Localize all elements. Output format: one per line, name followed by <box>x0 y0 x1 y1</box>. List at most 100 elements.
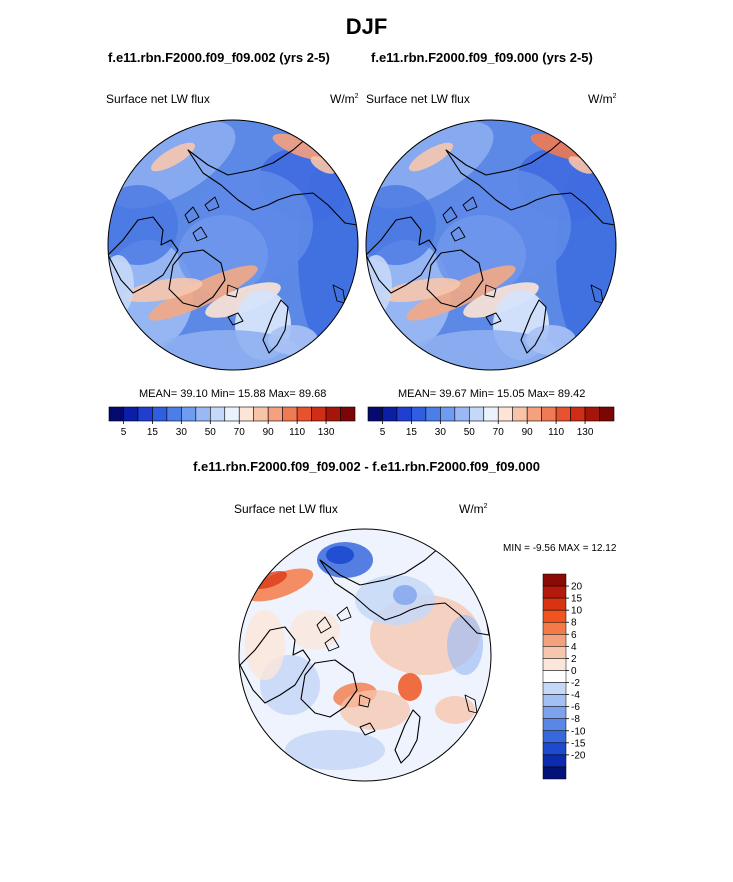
colorbar-swatch <box>166 406 182 422</box>
colorbar-tick-label: 110 <box>289 427 305 438</box>
colorbar-swatch <box>396 406 412 422</box>
colorbar-swatch <box>542 730 567 744</box>
north-america-coastline <box>366 216 437 294</box>
field-region <box>568 156 594 174</box>
colorbar-tick-label: -6 <box>571 702 580 713</box>
colorbar-swatch <box>542 573 567 587</box>
north-america-coastline <box>108 216 179 294</box>
map-boundary <box>238 528 492 782</box>
colorbar-tick-label: -2 <box>571 678 580 689</box>
panel2-case-title: f.e11.rbn.F2000.f09_f09.000 (yrs 2-5) <box>371 50 593 65</box>
colorbar-panel-2: 5 15 30 50 70 90 110 130 <box>367 406 615 438</box>
scandinavia-coastline <box>520 299 547 354</box>
panel3-minmax: MIN = -9.56 MAX = 12.12 <box>503 543 617 554</box>
map-panel-1 <box>107 119 359 371</box>
island-coastline <box>324 636 340 652</box>
colorbar-swatch <box>570 406 586 422</box>
field-region <box>290 610 340 650</box>
colorbar-swatch <box>542 609 567 623</box>
colorbar-tick-label: 2 <box>571 654 577 665</box>
colorbar-swatch <box>267 406 283 422</box>
field-region <box>381 277 461 303</box>
colorbar-tick-label: -20 <box>571 750 586 761</box>
iceland-coastline <box>359 722 376 736</box>
colorbar-tick-label: 15 <box>406 427 418 438</box>
island-coastline <box>442 206 458 224</box>
field-region <box>326 546 354 564</box>
colorbar-swatch <box>282 406 298 422</box>
panel2-units-label: W/m2 <box>588 92 617 106</box>
colorbar-swatch <box>224 406 240 422</box>
colorbar-tick-label: 30 <box>435 427 447 438</box>
colorbar-swatch <box>454 406 470 422</box>
field-region <box>447 615 483 675</box>
colorbar-tick-label: 10 <box>571 606 583 617</box>
colorbar-swatch <box>152 406 168 422</box>
colorbar-tick-label: 15 <box>571 594 583 605</box>
panel3-variable-label: Surface net LW flux <box>234 502 338 516</box>
figure-title: DJF <box>345 14 388 39</box>
field-region <box>340 690 410 730</box>
colorbar-tick-label: 6 <box>571 630 577 641</box>
field-region <box>268 325 318 355</box>
colorbar-swatch <box>311 406 327 422</box>
panel1-stats: MEAN= 39.10 Min= 15.88 Max= 89.68 <box>139 388 327 400</box>
colorbar-swatch <box>382 406 398 422</box>
island-coastline <box>462 196 478 212</box>
colorbar-tick-label: 130 <box>577 427 594 438</box>
colorbar-tick-label: 15 <box>147 427 159 438</box>
field-region <box>406 265 516 321</box>
colorbar-swatch <box>542 585 567 599</box>
panel1-case-title: f.e11.rbn.F2000.f09_f09.002 (yrs 2-5) <box>108 50 330 65</box>
colorbar-swatch <box>526 406 542 422</box>
island-coastline <box>184 206 200 224</box>
colorbar-swatch <box>542 597 567 611</box>
map-panel-2 <box>365 119 617 371</box>
field-region <box>272 133 330 161</box>
field-region <box>408 142 454 172</box>
colorbar-swatch <box>325 406 341 422</box>
colorbar-tick-label: 110 <box>548 427 564 438</box>
colorbar-swatch <box>599 406 615 422</box>
colorbar-swatch <box>296 406 312 422</box>
island-coastline <box>192 226 208 242</box>
colorbar-swatch <box>238 406 255 422</box>
panel1-variable-label: Surface net LW flux <box>106 92 210 106</box>
greenland-coastline <box>168 249 226 308</box>
panel3-units-label: W/m2 <box>459 502 488 516</box>
colorbar-swatch <box>542 766 567 780</box>
colorbar-tick-label: -4 <box>571 690 580 701</box>
colorbar-tick-label: 90 <box>522 427 534 438</box>
colorbar-swatch <box>440 406 456 422</box>
map-field <box>108 120 358 370</box>
colorbar-tick-label: 90 <box>263 427 275 438</box>
map-panel-3 <box>238 528 492 782</box>
field-region <box>150 142 196 172</box>
island-coastline <box>204 196 220 212</box>
colorbar-tick-label: 0 <box>571 666 577 677</box>
panel2-variable-label: Surface net LW flux <box>366 92 470 106</box>
colorbar-swatch <box>411 406 427 422</box>
colorbar-swatch <box>468 406 485 422</box>
colorbar-swatch <box>195 406 211 422</box>
island-coastline <box>450 226 466 242</box>
colorbar-swatch <box>542 742 567 756</box>
colorbar-swatch <box>367 406 383 422</box>
colorbar-swatch <box>542 646 567 659</box>
colorbar-tick-label: 5 <box>380 427 386 438</box>
field-region <box>435 696 475 724</box>
colorbar-swatch <box>497 406 514 422</box>
colorbar-swatch <box>542 694 567 707</box>
colorbar-swatch <box>181 406 197 422</box>
colorbar-swatch <box>584 406 600 422</box>
panel1-units-label: W/m2 <box>330 92 359 106</box>
field-region <box>245 610 285 680</box>
colorbar-swatch <box>555 406 571 422</box>
eurasia-coastline <box>319 546 490 636</box>
colorbar-tick-label: 130 <box>318 427 335 438</box>
colorbar-swatch <box>542 634 567 647</box>
panel3-case-title: f.e11.rbn.F2000.f09_f09.002 - f.e11.rbn.… <box>193 459 540 474</box>
colorbar-swatch <box>542 670 567 683</box>
colorbar-tick-label: 8 <box>571 618 577 629</box>
